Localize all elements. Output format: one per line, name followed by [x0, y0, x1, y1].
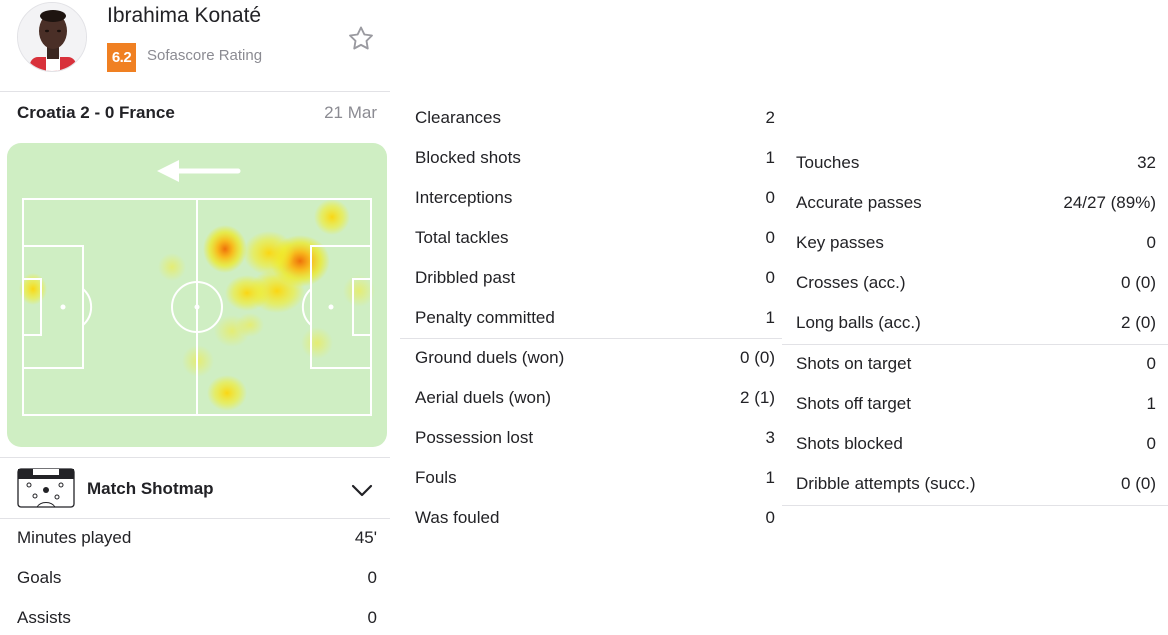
match-title: Croatia 2 - 0 France — [17, 103, 175, 122]
stat-label: Total tackles — [415, 228, 509, 247]
stat-label: Assists — [17, 608, 71, 627]
stat-row-ground-duels: Ground duels (won) 0 (0) — [415, 339, 775, 379]
section-divider — [782, 344, 1168, 345]
player-panel: Ibrahima Konaté 6.2 Sofascore Rating Cro… — [0, 0, 390, 635]
stat-row-possession-lost: Possession lost 3 — [415, 419, 775, 459]
stat-value: 2 (1) — [740, 388, 775, 407]
stat-label: Touches — [796, 153, 860, 172]
section-divider — [400, 338, 782, 339]
stat-row-penalty-committed: Penalty committed 1 — [415, 299, 775, 339]
stat-label: Fouls — [415, 468, 457, 487]
stat-row-shots-on-target: Shots on target 0 — [796, 345, 1156, 385]
stat-label: Shots on target — [796, 354, 912, 373]
stat-row-goals: Goals 0 — [17, 559, 377, 599]
stat-label: Interceptions — [415, 188, 513, 207]
stat-value: 0 — [1146, 354, 1156, 373]
stat-label: Penalty committed — [415, 308, 555, 327]
stat-value: 32 — [1137, 153, 1156, 172]
stat-row-blocked-shots: Blocked shots 1 — [415, 139, 775, 179]
section-divider — [782, 505, 1168, 506]
heat-spots — [19, 199, 375, 411]
stat-row-total-tackles: Total tackles 0 — [415, 219, 775, 259]
stat-label: Aerial duels (won) — [415, 388, 552, 407]
stat-row-dribble-attempts: Dribble attempts (succ.) 0 (0) — [796, 465, 1156, 505]
stat-row-shots-blocked: Shots blocked 0 — [796, 425, 1156, 465]
shotmap-toggle[interactable]: Match Shotmap — [0, 457, 390, 519]
stat-value: 0 — [765, 188, 775, 207]
rating-label: Sofascore Rating — [147, 47, 263, 64]
stat-value: 0 — [367, 608, 377, 627]
stat-row-was-fouled: Was fouled 0 — [415, 499, 775, 539]
stat-label: Blocked shots — [415, 148, 521, 167]
stat-row-assists: Assists 0 — [17, 599, 377, 635]
stat-label: Key passes — [796, 233, 884, 252]
stat-row-interceptions: Interceptions 0 — [415, 179, 775, 219]
stat-value: 2 — [765, 108, 775, 127]
stat-value: 0 — [765, 508, 775, 527]
pitch-lines — [22, 198, 372, 416]
stat-row-crosses: Crosses (acc.) 0 (0) — [796, 264, 1156, 304]
stat-row-fouls: Fouls 1 — [415, 459, 775, 499]
stat-value: 0 — [1146, 233, 1156, 252]
stat-row-shots-off-target: Shots off target 1 — [796, 385, 1156, 425]
arrow-left-icon — [157, 160, 241, 182]
stat-row-touches: Touches 32 — [796, 144, 1156, 184]
stat-row-minutes-played: Minutes played 45' — [17, 519, 377, 559]
player-photo — [18, 3, 86, 71]
stat-value: 0 (0) — [1121, 474, 1156, 493]
stat-row-clearances: Clearances 2 — [415, 99, 775, 139]
player-avatar[interactable] — [17, 2, 87, 72]
stat-value: 0 (0) — [740, 348, 775, 367]
stat-label: Long balls (acc.) — [796, 313, 921, 332]
stat-row-accurate-passes: Accurate passes 24/27 (89%) — [796, 184, 1156, 224]
stat-row-key-passes: Key passes 0 — [796, 224, 1156, 264]
pitch-icon — [17, 468, 75, 508]
stat-value: 0 — [765, 268, 775, 287]
shotmap-label: Match Shotmap — [87, 479, 214, 498]
stat-value: 0 — [1146, 434, 1156, 453]
stat-label: Shots blocked — [796, 434, 903, 453]
stat-label: Was fouled — [415, 508, 500, 527]
stat-value: 2 (0) — [1121, 313, 1156, 332]
stat-row-aerial-duels: Aerial duels (won) 2 (1) — [415, 379, 775, 419]
stat-label: Dribble attempts (succ.) — [796, 474, 976, 493]
stat-label: Clearances — [415, 108, 501, 127]
stat-value: 0 — [765, 228, 775, 247]
stat-value: 1 — [765, 468, 775, 487]
player-name: Ibrahima Konaté — [107, 4, 262, 27]
heatmap-pitch — [19, 160, 375, 416]
stat-value: 1 — [1146, 394, 1156, 413]
rating-badge: 6.2 — [107, 43, 136, 72]
stat-value: 0 — [367, 568, 377, 587]
stat-value: 3 — [765, 428, 775, 447]
stat-label: Ground duels (won) — [415, 348, 565, 367]
match-row[interactable]: Croatia 2 - 0 France 21 Mar — [0, 92, 390, 132]
star-outline-icon — [349, 26, 373, 50]
stat-label: Shots off target — [796, 394, 911, 413]
favorite-button[interactable] — [346, 24, 376, 54]
stat-label: Accurate passes — [796, 193, 922, 212]
stat-value: 45' — [354, 528, 377, 547]
stat-value: 1 — [765, 148, 775, 167]
stat-row-dribbled-past: Dribbled past 0 — [415, 259, 775, 299]
stat-row-long-balls: Long balls (acc.) 2 (0) — [796, 304, 1156, 344]
stat-value: 1 — [765, 308, 775, 327]
stat-value: 24/27 (89%) — [1063, 193, 1156, 212]
match-date: 21 Mar — [324, 103, 377, 122]
stat-label: Crosses (acc.) — [796, 273, 906, 292]
chevron-down-icon[interactable] — [350, 480, 374, 500]
player-header: Ibrahima Konaté 6.2 Sofascore Rating — [0, 0, 390, 92]
stat-label: Minutes played — [17, 528, 132, 547]
stat-label: Dribbled past — [415, 268, 516, 287]
stat-value: 0 (0) — [1121, 273, 1156, 292]
stat-label: Possession lost — [415, 428, 534, 447]
stat-label: Goals — [17, 568, 62, 587]
heatmap — [7, 143, 387, 447]
